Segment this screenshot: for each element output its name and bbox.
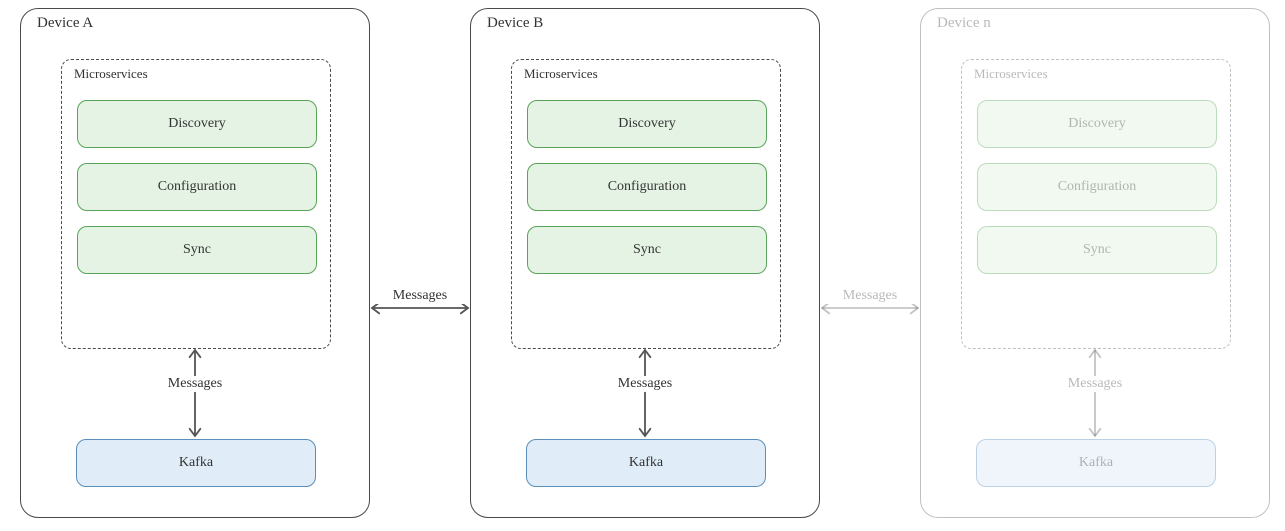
service-label: Sync [1083,242,1111,258]
service-label: Configuration [158,179,237,195]
arrow-sync-kafka [1083,338,1107,448]
device-title: Device B [487,15,543,32]
microservices-title: Microservices [74,66,148,82]
service-label: Sync [183,242,211,258]
service-discovery: Discovery [977,100,1217,148]
service-configuration: Configuration [77,163,317,211]
service-label: Discovery [168,116,226,132]
service-sync: Sync [77,226,317,274]
messages-label-internal: Messages [1050,376,1140,392]
microservices-group: Microservices Discovery Configuration Sync [61,59,331,349]
microservices-group: Microservices Discovery Configuration Sync [961,59,1231,349]
service-label: Configuration [1058,179,1137,195]
kafka-label: Kafka [1079,455,1113,471]
messages-label-between: Messages [825,288,915,304]
service-configuration: Configuration [527,163,767,211]
device-title: Device n [937,15,991,32]
messages-label-between: Messages [375,288,465,304]
messages-label-internal: Messages [600,376,690,392]
microservices-title: Microservices [524,66,598,82]
service-sync: Sync [977,226,1217,274]
kafka-label: Kafka [179,455,213,471]
microservices-group: Microservices Discovery Configuration Sync [511,59,781,349]
device-title: Device A [37,15,93,32]
service-discovery: Discovery [527,100,767,148]
service-discovery: Discovery [77,100,317,148]
service-label: Discovery [1068,116,1126,132]
messages-label-internal: Messages [150,376,240,392]
microservices-title: Microservices [974,66,1048,82]
service-label: Discovery [618,116,676,132]
service-label: Sync [633,242,661,258]
kafka-label: Kafka [629,455,663,471]
arrow-sync-kafka [633,338,657,448]
service-label: Configuration [608,179,687,195]
arrow-sync-kafka [183,338,207,448]
service-configuration: Configuration [977,163,1217,211]
service-sync: Sync [527,226,767,274]
